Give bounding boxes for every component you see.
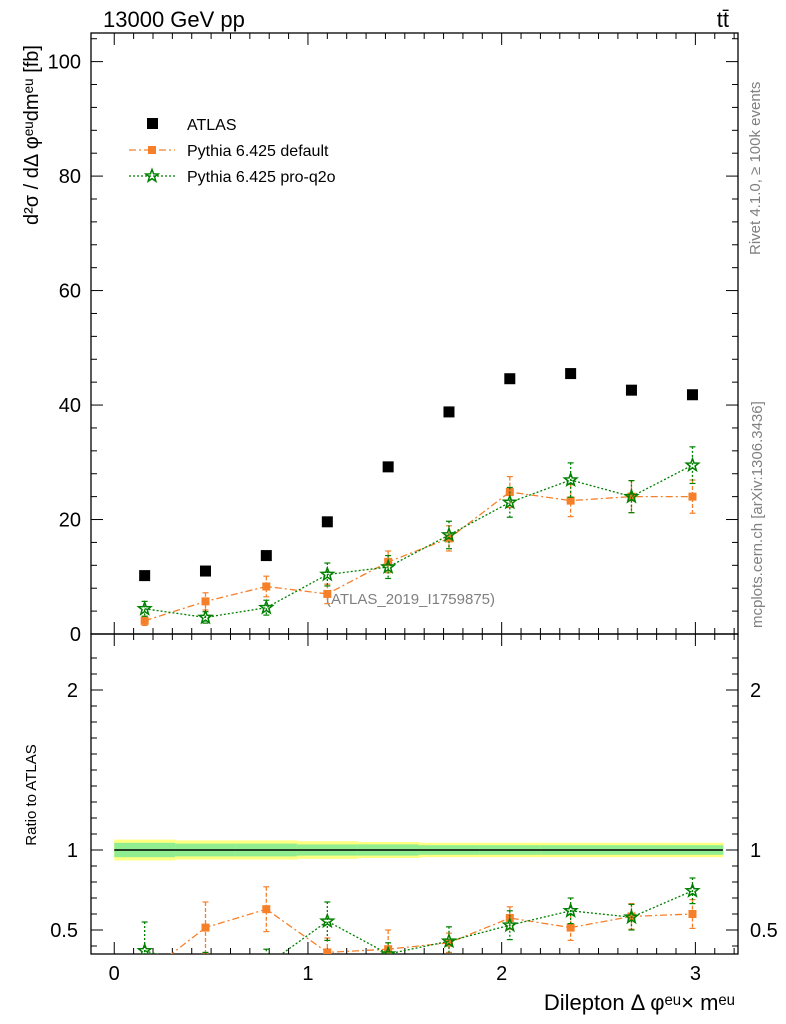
proq2o-ratio-point (136, 942, 153, 954)
default-ratio-point (688, 910, 697, 918)
y-tick-label-main: 100 (48, 52, 81, 74)
proq2o-ratio-line (144, 890, 693, 954)
proq2o-main-point (258, 598, 275, 615)
y-tick-label-ratio-right: 0.5 (750, 920, 778, 942)
atlas-point (504, 373, 516, 385)
proq2o-main-point (136, 600, 153, 616)
y-tick-label-ratio-right: 2 (750, 680, 761, 702)
main-plot-data (136, 368, 701, 627)
analysis-watermark: (ATLAS_2019_I1759875) (326, 591, 495, 608)
proq2o-main-point (197, 608, 214, 625)
default-main-point (688, 492, 697, 501)
atlas-point (199, 565, 211, 577)
y-tick-label-main: 60 (59, 281, 81, 303)
proq2o-ratio-point (199, 960, 211, 972)
proq2o-main-point (501, 493, 519, 510)
atlas-point (139, 570, 151, 582)
default-main-point (262, 582, 271, 591)
atlas-point (382, 461, 394, 473)
default-ratio-point (566, 923, 575, 932)
proq2o-main-point (623, 487, 640, 504)
y-tick-label-main: 0 (70, 624, 81, 646)
proq2o-ratio-point (501, 916, 519, 933)
proq2o-main-line (144, 464, 693, 619)
atlas-point (321, 516, 333, 528)
y-tick-label-main: 40 (59, 395, 81, 417)
y-tick-label-main: 80 (59, 166, 81, 188)
y-axis-label-ratio: Ratio to ATLAS (23, 744, 40, 845)
atlas-point (686, 389, 698, 401)
default-main-line (144, 491, 693, 622)
proq2o-ratio-point (319, 912, 336, 929)
x-tick-label: 1 (302, 963, 313, 985)
x-axis-label: Dilepton Δ φᵉᵘ× mᵉᵘ (544, 990, 735, 1015)
proq2o-main-point (684, 456, 701, 473)
default-ratio-point (323, 948, 332, 954)
ratio-plot-data (136, 877, 701, 979)
default-ratio-point (201, 923, 210, 932)
process-label: tt̄ (717, 7, 729, 32)
x-tick-label: 0 (109, 963, 120, 985)
default-main-point (201, 597, 210, 606)
atlas-point (625, 384, 637, 396)
ratio-plot-frame (90, 633, 739, 955)
proq2o-main-point (440, 526, 458, 542)
axis-ticks: 0 1 2 3 0 20 40 60 80 100 0.5 0.5 1 1 2 2 (48, 33, 778, 985)
legend: ATLAS Pythia 6.425 default Pythia 6.425 … (129, 117, 336, 186)
proq2o-ratio-point (684, 882, 701, 898)
atlas-point (565, 368, 577, 380)
proq2o-ratio-point (440, 932, 458, 949)
legend-proq2o-marker (143, 167, 161, 184)
default-main-point (140, 616, 149, 625)
default-ratio-point (141, 971, 149, 979)
x-tick-label: 3 (690, 963, 701, 985)
plot-title: 13000 GeV pp (103, 7, 245, 32)
proq2o-ratio-point (260, 959, 272, 971)
y-tick-label-ratio: 0.5 (50, 920, 78, 942)
legend-atlas-marker (147, 118, 158, 129)
proq2o-ratio-point (562, 902, 579, 918)
rivet-label: Rivet 4.1.0, ≥ 100k events (747, 82, 764, 255)
atlas-point (443, 406, 455, 418)
proq2o-main-point (379, 558, 397, 575)
proq2o-main-point (319, 565, 336, 582)
y-tick-label-ratio: 2 (67, 680, 78, 702)
ratio-uncertainty-band (114, 839, 724, 861)
proq2o-ratio-point (379, 945, 397, 954)
atlas-point (260, 550, 272, 562)
plot-frames (90, 32, 739, 955)
default-main-point (323, 589, 332, 598)
proq2o-ratio-point (623, 908, 640, 925)
y-tick-label-ratio-right: 1 (750, 840, 761, 862)
y-tick-label-main: 20 (59, 510, 81, 532)
y-tick-label-ratio: 1 (67, 840, 78, 862)
proq2o-main-point (562, 471, 579, 488)
legend-default-label: Pythia 6.425 default (187, 143, 329, 160)
default-ratio-point (262, 905, 271, 914)
y-axis-label-main: d²σ / dΔ φᵉᵘdmᵉᵘ [fb] (21, 45, 43, 225)
legend-default-marker (148, 146, 156, 154)
legend-proq2o-label: Pythia 6.425 pro-q2o (187, 169, 336, 186)
default-main-point (566, 496, 575, 505)
x-tick-label: 2 (496, 963, 507, 985)
mcplots-label: mcplots.cern.ch [arXiv:1306.3436] (749, 401, 766, 628)
legend-atlas-label: ATLAS (187, 117, 237, 134)
default-ratio-line (170, 908, 693, 954)
